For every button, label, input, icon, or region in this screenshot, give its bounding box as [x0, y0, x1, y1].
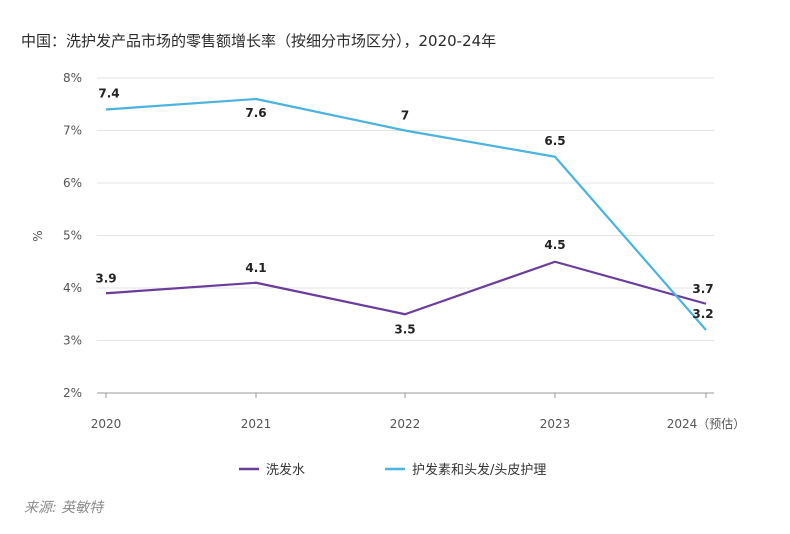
series-line-shampoo: [105, 260, 707, 316]
y-tick-label: 5%: [63, 229, 82, 243]
y-tick-label: 3%: [63, 334, 82, 348]
grid-lines: [97, 77, 714, 394]
data-label: 6.5: [544, 134, 565, 148]
data-label: 7.4: [98, 87, 119, 101]
y-tick-label: 2%: [63, 386, 82, 400]
data-label: 3.5: [394, 322, 415, 336]
x-tick-label: 2022: [390, 417, 421, 431]
data-label: 3.7: [692, 282, 713, 296]
x-tick-label: 2024（预估）: [667, 417, 746, 431]
y-tick-label: 6%: [63, 176, 82, 190]
chart-title: 中国：洗护发产品市场的零售额增长率（按细分市场区分），2020-24年: [21, 32, 497, 50]
x-axis: 2020 2021 2022 2023 2024（预估）: [91, 393, 746, 431]
source-note: 来源: 英敏特: [24, 500, 104, 516]
data-label: 7.6: [245, 106, 266, 120]
y-tick-label: 8%: [63, 71, 82, 85]
data-label: 4.1: [245, 261, 266, 275]
data-label: 3.9: [95, 271, 116, 285]
data-labels: 3.9 4.1 3.5 4.5 3.7 7.4 7.6 7 6.5 3.2: [95, 87, 713, 337]
data-label: 3.2: [692, 307, 713, 321]
x-tick-label: 2023: [540, 417, 571, 431]
series-line-conditioner: [105, 97, 707, 331]
series-group: [105, 97, 707, 331]
legend: 洗发水 护发素和头发/头皮护理: [239, 462, 546, 478]
y-axis: 2% 3% 4% 5% 6% 7% 8%%: [31, 71, 82, 400]
y-tick-label: 7%: [63, 124, 82, 138]
data-label: 4.5: [544, 238, 565, 252]
legend-label: 护发素和头发/头皮护理: [412, 462, 546, 478]
y-tick-label: 4%: [63, 281, 82, 295]
x-tick-label: 2020: [91, 417, 122, 431]
y-axis-label: %: [31, 230, 45, 241]
legend-label: 洗发水: [266, 462, 305, 478]
data-label: 7: [401, 109, 409, 123]
x-tick-label: 2021: [241, 417, 272, 431]
